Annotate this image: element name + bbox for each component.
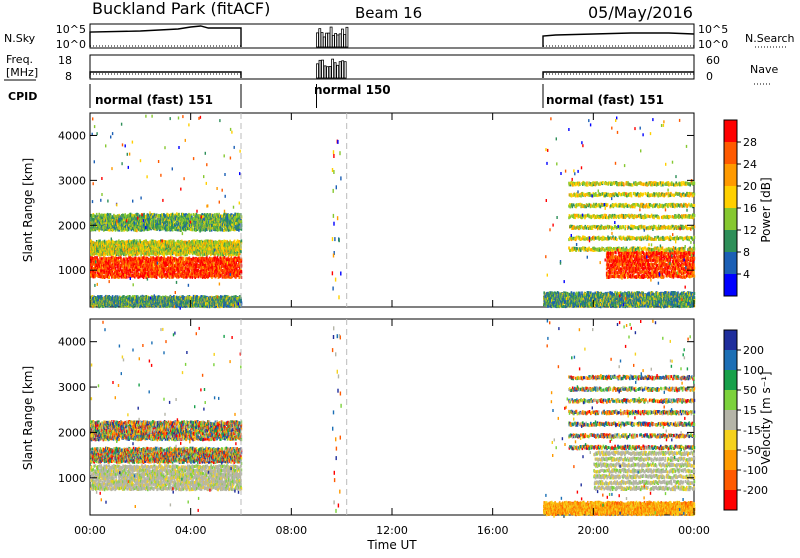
freq-tick-top: 18 bbox=[58, 54, 72, 67]
cpid-segment-label: normal 150 bbox=[314, 83, 391, 97]
data-cell bbox=[142, 260, 144, 263]
freq-bar bbox=[344, 62, 346, 78]
nsky-trace bbox=[90, 26, 241, 47]
freq-bar bbox=[322, 60, 324, 78]
freq-label-line1: Freq. bbox=[6, 53, 33, 66]
data-cell bbox=[171, 256, 173, 259]
data-cell bbox=[156, 276, 158, 279]
freq-bar bbox=[342, 61, 344, 78]
freq-panel bbox=[90, 55, 694, 79]
beam-title: Beam 16 bbox=[355, 4, 422, 22]
data-cell bbox=[192, 276, 194, 279]
data-cell bbox=[95, 274, 97, 277]
freq-bar bbox=[339, 62, 341, 78]
freq-bar bbox=[327, 67, 329, 78]
freq-tick-bottom: 8 bbox=[65, 70, 72, 83]
nsky-bar bbox=[344, 35, 346, 47]
nsky-trace bbox=[543, 33, 694, 47]
data-cell bbox=[192, 228, 194, 231]
nave-tick-bottom: 0 bbox=[706, 70, 713, 83]
nsky-tick-top-left: 10^5 bbox=[56, 23, 86, 36]
station-title: Buckland Park (fitACF) bbox=[92, 0, 270, 18]
nsearch-tick-bottom-right: 10^0 bbox=[698, 38, 728, 51]
cpid-segment-label: normal (fast) 151 bbox=[546, 93, 664, 107]
freq-trace bbox=[543, 72, 694, 78]
nsky-bar bbox=[341, 29, 343, 47]
data-cell bbox=[172, 229, 174, 232]
nsky-bar bbox=[326, 33, 328, 47]
nsky-label: N.Sky bbox=[4, 32, 36, 45]
data-cell bbox=[241, 270, 243, 273]
data-cell bbox=[189, 270, 191, 273]
power-data-cells bbox=[90, 113, 695, 310]
nsky-bar bbox=[323, 37, 325, 47]
nsky-bar bbox=[335, 33, 337, 47]
freq-bar bbox=[332, 59, 334, 78]
freq-label-line2: [MHz] bbox=[6, 66, 38, 79]
nsky-bar bbox=[330, 27, 332, 47]
nsky-bar bbox=[328, 33, 330, 47]
nave-tick-top: 60 bbox=[706, 54, 720, 67]
cpid-track: normal (fast) 151 normal 150 normal (fas… bbox=[90, 83, 664, 108]
date-title: 05/May/2016 bbox=[588, 3, 693, 22]
nsky-bar bbox=[321, 33, 323, 47]
freq-bar bbox=[319, 60, 321, 78]
nsky-bar bbox=[346, 27, 348, 47]
data-cell bbox=[236, 264, 238, 267]
freq-bar bbox=[317, 64, 319, 78]
nsky-panel bbox=[90, 24, 694, 48]
nsky-bar bbox=[337, 35, 339, 47]
freq-bar bbox=[329, 66, 331, 78]
freq-bar bbox=[324, 66, 326, 78]
nave-label: Nave bbox=[750, 63, 778, 76]
nsearch-label: N.Search bbox=[745, 32, 795, 45]
nsky-tick-bottom-left: 10^0 bbox=[56, 38, 86, 51]
nsky-bar bbox=[339, 34, 341, 47]
nsky-bar bbox=[332, 36, 334, 47]
cpid-label: CPID bbox=[8, 90, 37, 103]
freq-trace bbox=[90, 72, 241, 78]
data-cell bbox=[241, 239, 243, 242]
data-cell bbox=[125, 261, 127, 264]
data-cell bbox=[115, 267, 117, 270]
cpid-segment-label: normal (fast) 151 bbox=[95, 93, 213, 107]
nsky-bar bbox=[317, 33, 319, 47]
summary-traces bbox=[90, 26, 694, 78]
data-cell bbox=[126, 276, 128, 279]
freq-bar bbox=[337, 65, 339, 78]
data-cell bbox=[240, 250, 242, 253]
nsky-bar bbox=[319, 29, 321, 47]
data-cell bbox=[183, 257, 185, 260]
data-cell bbox=[101, 267, 103, 270]
data-cell bbox=[218, 253, 220, 256]
data-cell bbox=[118, 257, 120, 260]
freq-bar bbox=[334, 63, 336, 78]
nsearch-tick-top-right: 10^5 bbox=[698, 23, 728, 36]
